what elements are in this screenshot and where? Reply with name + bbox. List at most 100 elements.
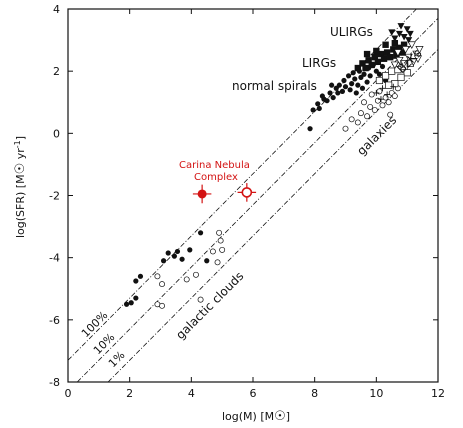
point-open-circle	[354, 119, 361, 126]
x-tick-label: 8	[311, 387, 318, 400]
y-tick-label: -6	[49, 314, 60, 327]
y-tick-label: -8	[49, 376, 60, 389]
point-filled-circle	[359, 85, 366, 91]
point-open-square	[388, 67, 396, 75]
point-filled-square	[387, 53, 394, 61]
x-tick-label: 0	[65, 387, 72, 400]
point-open-circle	[209, 248, 216, 255]
point-plus	[373, 89, 380, 96]
axis-ticks: 0 2 4 6 8 10 12 -8 -6 -4 -2 0 2 4	[49, 3, 445, 400]
point-filled-circle	[342, 84, 349, 90]
point-filled-circle	[341, 77, 347, 84]
x-tick-label: 4	[188, 387, 195, 400]
point-open-square	[397, 73, 405, 81]
point-plus	[390, 83, 397, 90]
point-open-triangle	[399, 60, 409, 68]
point-filled-triangle	[405, 37, 413, 44]
point-plus	[379, 85, 386, 92]
point-open-circle	[216, 229, 223, 236]
y-axis-label: log(SFR) [M☉ yr-1]	[13, 136, 28, 238]
point-filled-square	[368, 61, 375, 69]
point-filled-square	[354, 64, 362, 72]
point-filled-square	[382, 41, 389, 48]
x-tick-label: 6	[250, 387, 257, 400]
point-filled-circle	[197, 230, 204, 236]
point-open-square	[391, 80, 399, 88]
point-filled-circle	[310, 107, 316, 113]
point-open-circle	[219, 246, 226, 253]
point-filled-circle	[355, 82, 361, 88]
point-open-circle	[379, 102, 386, 109]
point-filled-circle	[307, 126, 313, 132]
y-tick-label: -2	[49, 190, 60, 203]
point-open-circle	[159, 281, 165, 288]
point-filled-square	[362, 64, 369, 72]
point-filled-square	[396, 44, 403, 52]
point-open-circle	[385, 99, 392, 106]
point-filled-triangle	[406, 30, 414, 38]
point-filled-circle	[165, 250, 171, 256]
point-filled-triangle	[397, 23, 405, 30]
point-filled-circle	[133, 278, 139, 284]
carina-point-filled	[197, 189, 207, 199]
point-open-circle	[357, 110, 364, 117]
point-open-circle	[368, 91, 375, 98]
point-open-circle	[197, 296, 204, 303]
point-filled-square	[377, 50, 385, 58]
point-open-circle	[371, 107, 378, 113]
point-filled-square	[373, 47, 380, 55]
point-filled-circle	[327, 90, 333, 96]
point-open-square	[382, 72, 390, 80]
point-filled-circle	[160, 258, 167, 264]
point-open-circle	[193, 271, 199, 278]
x-axis-label: log(M) [M☉]	[222, 409, 290, 424]
label-normal-spirals: normal spirals	[232, 79, 317, 93]
point-filled-square	[380, 55, 388, 62]
point-open-circle	[361, 99, 367, 106]
point-filled-square	[371, 53, 378, 61]
point-filled-circle	[123, 301, 130, 307]
point-filled-circle	[319, 93, 325, 99]
point-plus	[377, 96, 384, 103]
point-filled-circle	[204, 258, 210, 264]
point-filled-circle	[315, 101, 321, 107]
point-filled-circle	[352, 76, 358, 82]
label-carina-line2: Complex	[194, 172, 238, 183]
point-filled-circle	[335, 90, 341, 96]
point-filled-circle	[349, 81, 355, 87]
label-galaxies: galaxies	[354, 113, 399, 158]
point-open-circle	[217, 237, 224, 244]
point-filled-circle	[171, 253, 177, 259]
point-filled-triangle	[395, 30, 403, 38]
point-filled-circle	[347, 87, 353, 93]
point-filled-circle	[187, 247, 193, 253]
x-tick-label: 2	[126, 387, 133, 400]
point-filled-circle	[339, 88, 346, 94]
point-open-circle	[183, 276, 190, 283]
point-filled-triangle	[400, 33, 408, 41]
point-filled-circle	[329, 82, 335, 88]
point-filled-triangle	[388, 29, 396, 36]
label-ulirgs: ULIRGs	[330, 25, 373, 39]
x-tick-label: 10	[369, 387, 383, 400]
x-tick-label: 12	[431, 387, 445, 400]
point-open-circle	[159, 302, 165, 309]
label-1pct: 1%	[106, 349, 128, 371]
point-open-triangle	[409, 58, 418, 67]
point-open-triangle	[413, 55, 423, 63]
point-filled-triangle	[391, 35, 399, 43]
point-filled-square	[393, 52, 400, 59]
point-open-triangle	[401, 46, 410, 54]
efficiency-line	[107, 49, 439, 383]
point-filled-circle	[361, 71, 367, 77]
point-open-triangle	[390, 61, 399, 70]
point-filled-circle	[133, 295, 139, 301]
point-filled-triangle	[403, 26, 411, 33]
point-open-square	[375, 76, 383, 85]
point-filled-circle	[137, 273, 144, 279]
point-open-circle	[154, 273, 161, 280]
point-filled-circle	[179, 256, 185, 262]
point-open-circle	[367, 103, 374, 110]
point-open-square	[403, 69, 411, 77]
point-open-circle	[348, 116, 355, 123]
